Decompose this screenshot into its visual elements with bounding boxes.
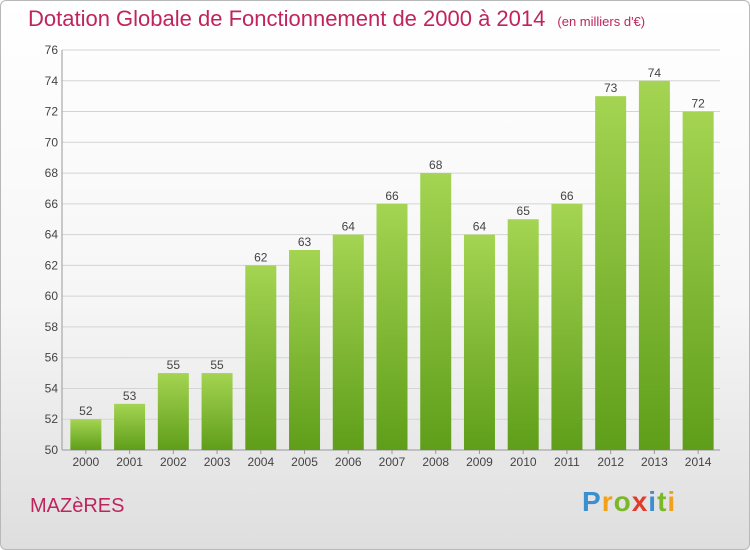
logo-letter: x xyxy=(631,486,649,517)
y-tick-label: 68 xyxy=(45,166,59,180)
bar xyxy=(551,203,583,450)
bar xyxy=(245,265,277,450)
x-tick-label: 2010 xyxy=(510,455,537,469)
y-tick-label: 62 xyxy=(45,258,59,272)
y-tick-label: 58 xyxy=(45,320,59,334)
x-tick-label: 2008 xyxy=(422,455,449,469)
logo-letter: o xyxy=(613,486,632,517)
bar xyxy=(201,373,233,450)
bar-value-label: 66 xyxy=(560,189,574,203)
chart-title-text: Dotation Globale de Fonctionnement de 20… xyxy=(28,6,546,31)
bars-layer xyxy=(70,80,714,451)
bar-value-label: 55 xyxy=(210,358,224,372)
x-tick-label: 2013 xyxy=(641,455,668,469)
y-tick-label: 70 xyxy=(45,135,59,149)
logo-letter: i xyxy=(648,486,658,517)
x-tick-label: 2006 xyxy=(335,455,362,469)
bar-value-label: 66 xyxy=(385,189,399,203)
y-tick-label: 52 xyxy=(45,412,59,426)
bar-value-label: 64 xyxy=(342,220,356,234)
bar-value-label: 74 xyxy=(648,66,662,80)
bar-value-label: 55 xyxy=(167,358,181,372)
x-tick-label: 2012 xyxy=(597,455,624,469)
bar xyxy=(463,234,495,450)
bar xyxy=(332,234,364,450)
bar xyxy=(682,111,714,451)
bar xyxy=(638,80,670,451)
bar-value-label: 62 xyxy=(254,250,268,264)
logo-letter: P xyxy=(582,486,602,517)
proxiti-logo: Proxiti xyxy=(582,486,676,518)
x-tick-label: 2003 xyxy=(204,455,231,469)
logo-letter: r xyxy=(601,486,614,517)
bar xyxy=(507,219,539,450)
labels-layer: 50 52 54 56 58 60 62 64 66 68 70 72 74 76 52 2000 53 2001… xyxy=(45,43,712,469)
logo-letter: i xyxy=(667,486,677,517)
bar-value-label: 68 xyxy=(429,158,443,172)
y-tick-label: 50 xyxy=(45,443,59,457)
chart-subtitle: (en milliers d'€) xyxy=(557,14,646,29)
x-tick-label: 2000 xyxy=(73,455,100,469)
y-tick-label: 64 xyxy=(45,228,59,242)
bar-value-label: 53 xyxy=(123,389,137,403)
y-tick-label: 72 xyxy=(45,105,59,119)
y-tick-label: 54 xyxy=(45,381,59,395)
logo-letter: t xyxy=(657,486,668,517)
y-tick-label: 60 xyxy=(45,289,59,303)
x-tick-label: 2005 xyxy=(291,455,318,469)
commune-name: MAZèRES xyxy=(30,495,125,517)
x-tick-label: 2007 xyxy=(379,455,406,469)
y-tick-label: 74 xyxy=(45,74,59,88)
bar-value-label: 72 xyxy=(691,97,705,111)
chart-title: Dotation Globale de Fonctionnement de 20… xyxy=(28,6,645,32)
bar-value-label: 52 xyxy=(79,404,93,418)
bar-value-label: 65 xyxy=(517,204,531,218)
x-tick-label: 2014 xyxy=(685,455,712,469)
bar xyxy=(376,203,408,450)
bar xyxy=(420,173,452,451)
y-tick-label: 66 xyxy=(45,197,59,211)
y-tick-label: 56 xyxy=(45,351,59,365)
x-tick-label: 2009 xyxy=(466,455,493,469)
bar xyxy=(157,373,189,450)
x-tick-label: 2001 xyxy=(116,455,143,469)
x-tick-label: 2011 xyxy=(554,455,580,469)
y-tick-label: 76 xyxy=(45,43,59,57)
bar xyxy=(595,96,627,451)
x-tick-label: 2002 xyxy=(160,455,187,469)
bar xyxy=(70,419,102,450)
bar-value-label: 73 xyxy=(604,81,618,95)
bar xyxy=(289,250,321,450)
bar-value-label: 63 xyxy=(298,235,312,249)
x-tick-label: 2004 xyxy=(247,455,274,469)
bar-value-label: 64 xyxy=(473,220,487,234)
bar xyxy=(114,403,146,450)
